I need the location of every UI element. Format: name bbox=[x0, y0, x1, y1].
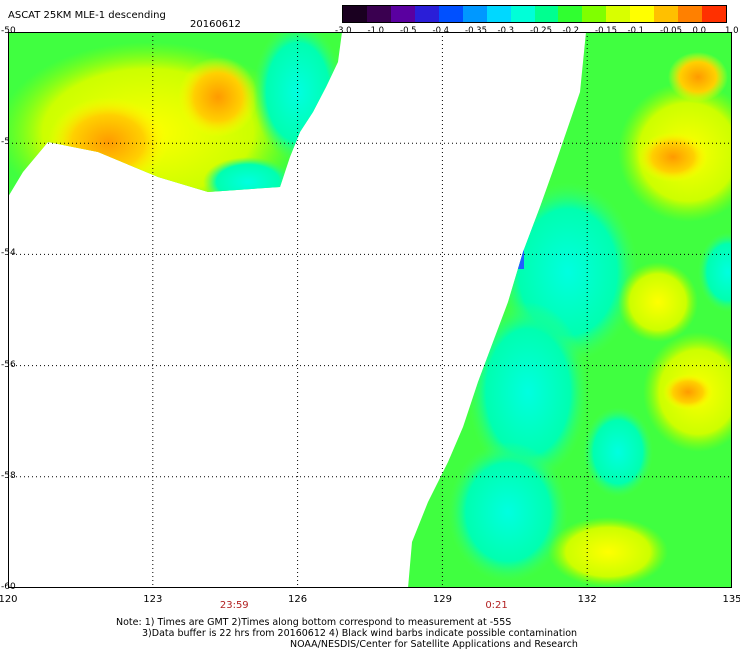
color-scale-cell bbox=[534, 6, 559, 22]
swath-map-svg bbox=[8, 32, 732, 588]
note-line-3: NOAA/NESDIS/Center for Satellite Applica… bbox=[290, 639, 578, 650]
color-scale-label: -0.25 bbox=[530, 26, 552, 36]
color-scale-label: -0.3 bbox=[497, 26, 515, 36]
color-scale-cell bbox=[438, 6, 463, 22]
x-axis-tick-label: 129 bbox=[432, 594, 452, 605]
color-scale-label: -0.05 bbox=[660, 26, 682, 36]
map-border bbox=[8, 32, 732, 588]
color-scale-cell bbox=[510, 6, 535, 22]
swath-fill bbox=[8, 32, 732, 588]
color-scale-cell bbox=[702, 6, 726, 22]
x-axis-tick-label: 120 bbox=[0, 594, 18, 605]
color-scale-cell bbox=[414, 6, 439, 22]
product-date: 20160612 bbox=[190, 19, 241, 30]
color-scale-cell bbox=[606, 6, 631, 22]
pass-time-label: 23:59 bbox=[219, 600, 249, 611]
color-scale-label: -0.2 bbox=[562, 26, 580, 36]
color-scale-cell bbox=[654, 6, 679, 22]
color-scale-cell bbox=[630, 6, 655, 22]
color-scale-cell bbox=[366, 6, 391, 22]
x-axis-tick-label: 135 bbox=[722, 594, 740, 605]
x-axis-tick-label: 123 bbox=[143, 594, 163, 605]
color-scale-cell bbox=[390, 6, 415, 22]
lat-lon-grid bbox=[8, 32, 732, 588]
x-axis-tick-label: 132 bbox=[577, 594, 597, 605]
swath-map bbox=[8, 32, 732, 588]
color-scale-cell bbox=[582, 6, 607, 22]
color-scale-label: 1.0 bbox=[725, 26, 739, 36]
pass-time-label: 0:21 bbox=[485, 600, 508, 611]
color-scale-bar bbox=[342, 5, 727, 23]
color-scale-label: 0.0 bbox=[692, 26, 707, 36]
x-axis-tick-label: 126 bbox=[288, 594, 308, 605]
color-scale-label: -0.5 bbox=[400, 26, 417, 36]
note-line-1: Note: 1) Times are GMT 2)Times along bot… bbox=[116, 617, 512, 628]
color-scale-label: -0.4 bbox=[432, 26, 450, 36]
color-scale-label: -0.15 bbox=[595, 26, 617, 36]
color-scale-labels: -3.0 -1.0 -0.5 -0.4 -0.35 -0.3 -0.25 -0.2 -0.15-… bbox=[335, 26, 739, 37]
y-axis-tick-label: -50 bbox=[1, 26, 16, 36]
color-scale-cell bbox=[343, 6, 367, 22]
color-scale-label: -1.0 bbox=[367, 26, 385, 36]
color-scale-cell bbox=[558, 6, 583, 22]
color-scale-cell bbox=[486, 6, 511, 22]
color-scale-label: -0.35 bbox=[465, 26, 487, 36]
note-line-2: 3)Data buffer is 22 hrs from 20160612 4)… bbox=[142, 628, 578, 639]
color-scale-label: -3.0 bbox=[335, 26, 352, 36]
product-title: ASCAT 25KM MLE-1 descending bbox=[8, 10, 166, 21]
color-scale-cell bbox=[462, 6, 487, 22]
color-scale-label: -0.1 bbox=[627, 26, 645, 36]
color-scale-cell bbox=[678, 6, 703, 22]
